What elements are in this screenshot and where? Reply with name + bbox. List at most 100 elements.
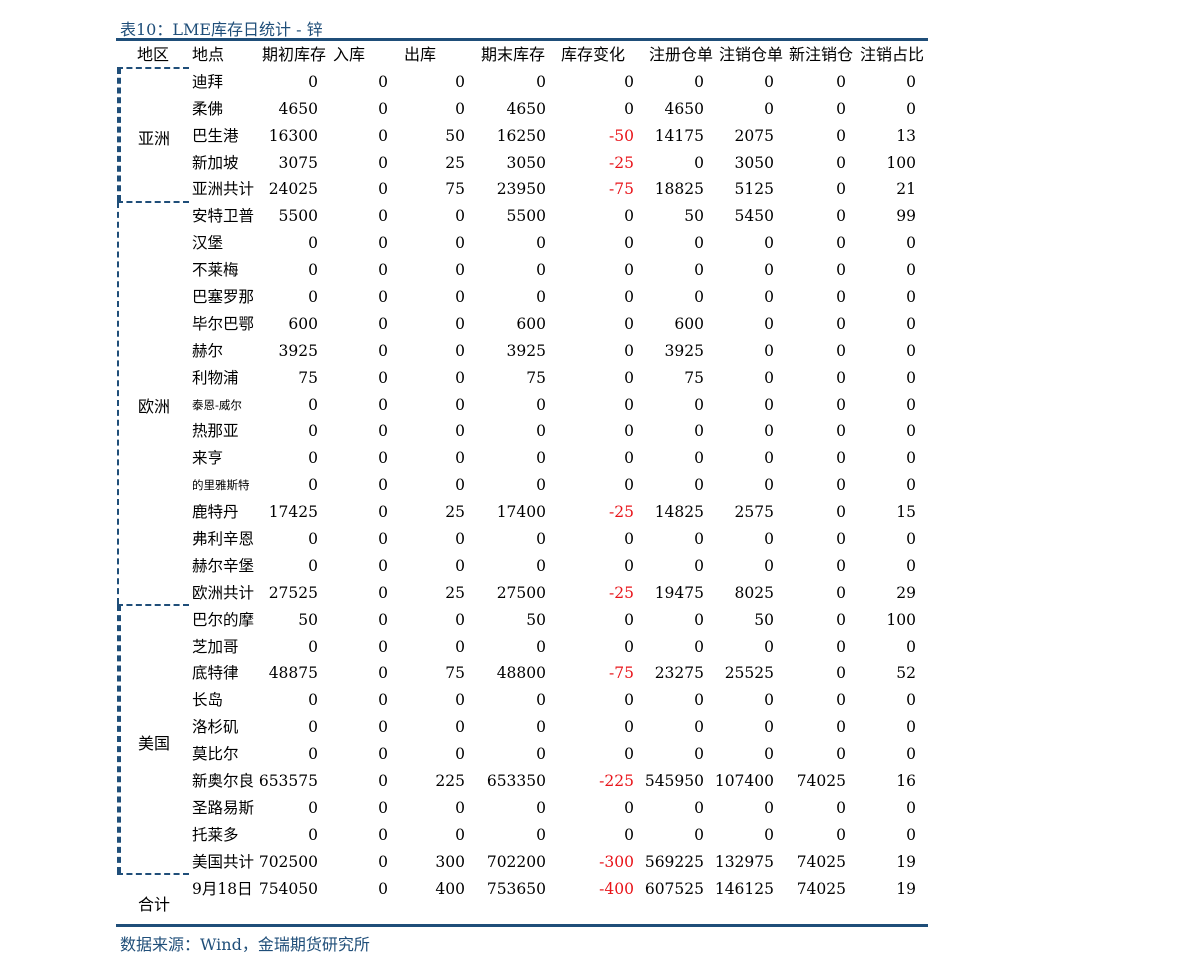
cancelled-warrant-cell: 2075 [734, 126, 774, 145]
stock-change-cell: 0 [624, 798, 634, 817]
cancelled-ratio-cell: 0 [906, 530, 916, 549]
cancelled-ratio-cell: 0 [906, 449, 916, 468]
opening-stock-cell: 3075 [278, 153, 318, 172]
location-cell: 汉堡 [192, 234, 224, 253]
table-row: 毕尔巴鄂 600 0 0 600 0 600 0 0 0 [116, 311, 928, 338]
new-cancelled-cell: 0 [836, 691, 846, 710]
header-cancelled-ratio: 注销占比 [860, 45, 925, 64]
cancelled-ratio-cell: 0 [906, 476, 916, 495]
stock-change-cell: 0 [624, 422, 634, 441]
delivered-out-cell: 0 [455, 610, 465, 629]
closing-stock-cell: 600 [516, 314, 546, 333]
stock-change-cell: 0 [624, 745, 634, 764]
on-warrant-cell: 14175 [654, 126, 704, 145]
opening-stock-cell: 0 [308, 234, 318, 253]
new-cancelled-cell: 0 [836, 530, 846, 549]
stock-change-cell: 0 [624, 476, 634, 495]
delivered-out-cell: 0 [455, 368, 465, 387]
cancelled-warrant-cell: 132975 [714, 852, 774, 871]
cancelled-warrant-cell: 0 [764, 556, 774, 575]
stock-change-cell: -75 [609, 180, 634, 199]
table-row: 新加坡 3075 0 25 3050 -25 0 3050 0 100 [116, 150, 928, 177]
new-cancelled-cell: 0 [836, 503, 846, 522]
stock-change-cell: 0 [624, 261, 634, 280]
cancelled-ratio-cell: 15 [896, 503, 916, 522]
delivered-out-cell: 400 [435, 879, 465, 898]
table-row: 洛杉矶 0 0 0 0 0 0 0 0 0 [116, 714, 928, 741]
on-warrant-cell: 0 [694, 449, 704, 468]
new-cancelled-cell: 74025 [796, 852, 846, 871]
delivered-out-cell: 0 [455, 449, 465, 468]
cancelled-warrant-cell: 5125 [734, 180, 774, 199]
cancelled-warrant-cell: 0 [764, 745, 774, 764]
opening-stock-cell: 0 [308, 825, 318, 844]
opening-stock-cell: 0 [308, 476, 318, 495]
closing-stock-cell: 0 [536, 530, 546, 549]
cancelled-ratio-cell: 0 [906, 288, 916, 307]
closing-stock-cell: 50 [526, 610, 546, 629]
delivered-in-cell: 0 [378, 153, 388, 172]
header-opening-stock: 期初库存 [262, 45, 327, 64]
location-cell: 长岛 [192, 691, 224, 710]
cancelled-warrant-cell: 0 [764, 261, 774, 280]
delivered-out-cell: 0 [455, 798, 465, 817]
location-cell: 亚洲共计 [192, 180, 255, 199]
closing-stock-cell: 0 [536, 476, 546, 495]
table-row: 底特律 48875 0 75 48800 -75 23275 25525 0 52 [116, 660, 928, 687]
header-on-warrant: 注册仓单 [649, 45, 714, 64]
new-cancelled-cell: 0 [836, 207, 846, 226]
new-cancelled-cell: 0 [836, 261, 846, 280]
cancelled-ratio-cell: 100 [886, 153, 916, 172]
location-cell: 欧洲共计 [192, 583, 255, 602]
location-cell: 安特卫普 [192, 207, 255, 226]
cancelled-ratio-cell: 0 [906, 72, 916, 91]
delivered-in-cell: 0 [378, 341, 388, 360]
on-warrant-cell: 23275 [654, 664, 704, 683]
cancelled-warrant-cell: 2575 [734, 503, 774, 522]
delivered-out-cell: 75 [445, 180, 465, 199]
region-label-europe: 欧洲 [137, 397, 170, 416]
opening-stock-cell: 48875 [268, 664, 318, 683]
opening-stock-cell: 0 [308, 530, 318, 549]
new-cancelled-cell: 0 [836, 825, 846, 844]
cancelled-ratio-cell: 99 [896, 207, 916, 226]
delivered-in-cell: 0 [378, 772, 388, 791]
opening-stock-cell: 75 [298, 368, 318, 387]
opening-stock-cell: 3925 [278, 341, 318, 360]
table-title: 表10：LME库存日统计 - 锌 [120, 20, 323, 39]
opening-stock-cell: 0 [308, 556, 318, 575]
table-row: 不莱梅 0 0 0 0 0 0 0 0 0 [116, 257, 928, 284]
on-warrant-cell: 0 [694, 153, 704, 172]
location-cell: 9月18日 [192, 879, 253, 898]
on-warrant-cell: 18825 [654, 180, 704, 199]
on-warrant-cell: 0 [694, 72, 704, 91]
closing-stock-cell: 0 [536, 556, 546, 575]
header-delivered-in: 入库 [333, 45, 366, 64]
cancelled-warrant-cell: 0 [764, 288, 774, 307]
closing-stock-cell: 702200 [486, 852, 546, 871]
cancelled-ratio-cell: 0 [906, 422, 916, 441]
cancelled-warrant-cell: 0 [764, 476, 774, 495]
delivered-out-cell: 50 [445, 126, 465, 145]
delivered-out-cell: 0 [455, 288, 465, 307]
table-row: 巴生港 16300 0 50 16250 -50 14175 2075 0 13 [116, 123, 928, 150]
opening-stock-cell: 5500 [278, 207, 318, 226]
opening-stock-cell: 0 [308, 637, 318, 656]
opening-stock-cell: 702500 [258, 852, 318, 871]
on-warrant-cell: 600 [674, 314, 704, 333]
new-cancelled-cell: 0 [836, 422, 846, 441]
location-cell: 毕尔巴鄂 [192, 314, 255, 333]
new-cancelled-cell: 0 [836, 637, 846, 656]
cancelled-warrant-cell: 0 [764, 825, 774, 844]
cancelled-warrant-cell: 50 [754, 610, 774, 629]
table-row: 的里雅斯特 0 0 0 0 0 0 0 0 0 [116, 472, 928, 499]
delivered-in-cell: 0 [378, 207, 388, 226]
delivered-in-cell: 0 [378, 798, 388, 817]
stock-change-cell: 0 [624, 207, 634, 226]
delivered-out-cell: 0 [455, 718, 465, 737]
on-warrant-cell: 0 [694, 556, 704, 575]
top-rule [116, 38, 928, 41]
header-new-cancelled: 新注销仓 [789, 45, 854, 64]
delivered-in-cell: 0 [378, 852, 388, 871]
delivered-in-cell: 0 [378, 180, 388, 199]
